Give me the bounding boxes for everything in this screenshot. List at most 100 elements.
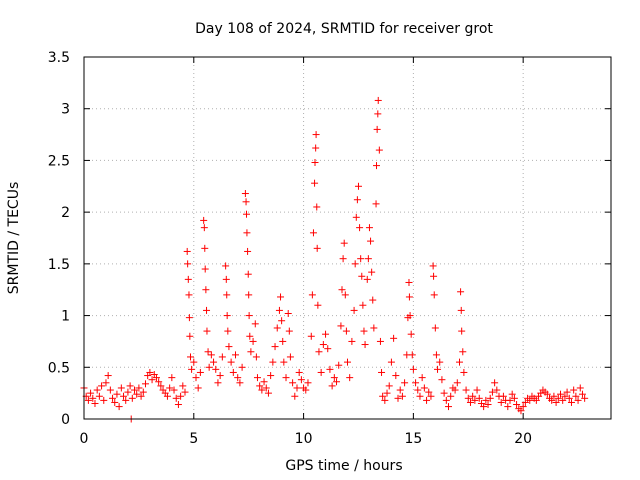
data-point <box>447 392 455 400</box>
data-point <box>466 398 474 406</box>
data-point <box>442 396 450 404</box>
data-point <box>453 379 461 387</box>
data-point <box>227 358 235 366</box>
data-point <box>224 327 232 335</box>
data-point <box>338 286 346 294</box>
data-point <box>223 312 231 320</box>
data-point <box>521 398 529 406</box>
data-point <box>203 306 211 314</box>
data-point <box>506 396 514 404</box>
data-point <box>313 203 321 211</box>
data-point <box>340 239 348 247</box>
data-point <box>137 392 145 400</box>
data-point <box>455 358 463 366</box>
y-tick-label: 2 <box>61 205 70 221</box>
data-point <box>416 392 424 400</box>
data-point <box>350 306 358 314</box>
data-point <box>351 260 359 268</box>
data-point <box>184 260 192 268</box>
data-point <box>559 396 567 404</box>
data-point <box>122 396 130 404</box>
data-point <box>163 392 171 400</box>
data-point <box>361 341 369 349</box>
data-point <box>392 372 400 380</box>
data-point <box>109 394 117 402</box>
y-tick-label: 1 <box>61 309 70 325</box>
data-point <box>414 386 422 394</box>
data-point <box>412 379 420 387</box>
data-point <box>210 358 218 366</box>
data-point <box>131 386 139 394</box>
data-point <box>200 224 208 232</box>
data-point <box>565 394 573 402</box>
data-point <box>464 394 472 402</box>
data-point <box>337 322 345 330</box>
y-tick-label: 2.5 <box>48 153 70 169</box>
data-point <box>117 384 125 392</box>
data-point <box>126 382 134 390</box>
data-point <box>409 365 417 373</box>
data-point <box>111 398 119 406</box>
y-tick-label: 0 <box>61 412 70 428</box>
plot-frame <box>83 56 612 420</box>
data-point <box>431 324 439 332</box>
data-point <box>91 399 99 407</box>
data-point <box>246 332 254 340</box>
data-point <box>440 389 448 397</box>
data-point <box>291 392 299 400</box>
data-point <box>491 379 499 387</box>
data-point <box>218 353 226 361</box>
data-point <box>480 403 488 411</box>
data-point <box>445 403 453 411</box>
data-point <box>324 345 332 353</box>
data-point <box>383 389 391 397</box>
data-point <box>427 392 435 400</box>
data-point <box>378 368 386 376</box>
y-tick-label: 3.5 <box>48 50 70 66</box>
data-point <box>458 327 466 335</box>
data-point <box>314 301 322 309</box>
data-point <box>185 314 193 322</box>
data-point <box>550 392 558 400</box>
data-point <box>232 351 240 359</box>
y-axis-label: SRMTID / TECUs <box>6 182 22 295</box>
data-point <box>214 379 222 387</box>
data-point <box>407 330 415 338</box>
chart-title: Day 108 of 2024, SRMTID for receiver gro… <box>195 21 493 37</box>
data-point <box>430 291 438 299</box>
data-point <box>245 291 253 299</box>
data-point <box>519 403 527 411</box>
data-point <box>457 288 465 296</box>
x-tick-label: 0 <box>80 431 89 447</box>
data-point <box>311 179 319 187</box>
data-point <box>141 380 149 388</box>
data-point <box>184 275 192 283</box>
data-point <box>394 394 402 402</box>
y-tick-label: 1.5 <box>48 257 70 273</box>
data-point <box>242 210 250 218</box>
data-point <box>185 291 193 299</box>
data-point <box>457 306 465 314</box>
data-point <box>87 389 95 397</box>
data-point <box>249 337 257 345</box>
data-point <box>242 198 250 206</box>
data-point <box>124 388 132 396</box>
data-point <box>335 361 343 369</box>
x-axis-label: GPS time / hours <box>285 458 402 474</box>
data-point <box>279 337 287 345</box>
data-point <box>360 327 368 335</box>
data-point <box>152 374 160 382</box>
data-point <box>497 398 505 406</box>
data-point <box>202 286 210 294</box>
data-point <box>172 394 180 402</box>
data-point <box>302 386 310 394</box>
data-point <box>222 262 230 270</box>
data-point <box>488 388 496 396</box>
data-point <box>387 358 395 366</box>
data-point <box>510 394 518 402</box>
x-tick-label: 5 <box>189 431 198 447</box>
data-point <box>346 374 354 382</box>
data-point <box>243 229 251 237</box>
data-point <box>277 293 285 301</box>
